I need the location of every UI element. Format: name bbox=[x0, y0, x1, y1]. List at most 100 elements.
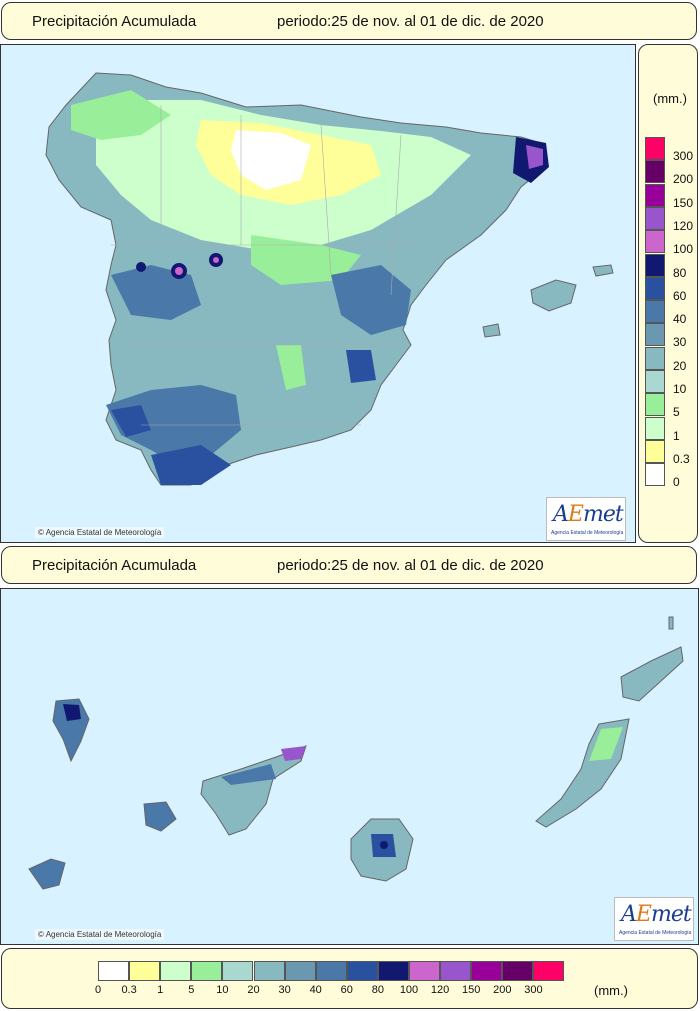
legend-label: 10 bbox=[673, 382, 687, 396]
legend-label: 0.3 bbox=[673, 451, 690, 466]
legend-label: 80 bbox=[371, 984, 385, 996]
mallorca-island bbox=[530, 279, 577, 312]
legend-label: 100 bbox=[673, 242, 694, 257]
lanzarote-island bbox=[620, 646, 684, 702]
legend-swatch bbox=[315, 961, 347, 981]
legend-label: 150 bbox=[673, 195, 694, 210]
legend-swatch bbox=[471, 961, 503, 981]
legend-label: 30 bbox=[278, 984, 291, 996]
legend-label: 40 bbox=[309, 984, 322, 996]
legend-swatch bbox=[98, 961, 129, 981]
legend-swatch bbox=[377, 961, 409, 981]
copyright-text: © Agencia Estatal de Meteorología bbox=[35, 929, 165, 940]
fuerteventura-green bbox=[589, 727, 623, 761]
gran-canaria-max bbox=[380, 841, 388, 849]
west-green bbox=[251, 235, 361, 285]
tenerife-island bbox=[200, 745, 307, 836]
legend-swatch bbox=[284, 961, 316, 981]
legend-label: 30 bbox=[673, 335, 687, 350]
northern-dry-core bbox=[231, 130, 311, 190]
legend-label: 200 bbox=[493, 984, 512, 996]
catalonia-extreme bbox=[526, 145, 543, 169]
legend-swatch bbox=[222, 961, 254, 981]
ibiza-island bbox=[482, 323, 501, 338]
legend-label: 0.3 bbox=[121, 984, 137, 996]
map-title: Precipitación Acumulada bbox=[32, 557, 197, 574]
legend-label: 80 bbox=[673, 265, 687, 280]
legend-swatch bbox=[645, 183, 665, 207]
legend-horizontal: 0 0.3 1 5 10 20 30 40 60 80 100 120 150 200 300 (mm.) bbox=[1, 948, 698, 1009]
legend-label: 1 bbox=[673, 428, 680, 443]
legend-swatch bbox=[645, 439, 665, 463]
el-hierro-island bbox=[28, 858, 66, 890]
legend-swatch bbox=[645, 323, 665, 347]
legend-label: 200 bbox=[673, 172, 694, 187]
peninsula-map-graphic bbox=[45, 72, 614, 486]
center-green bbox=[276, 345, 306, 390]
legend-swatch bbox=[645, 137, 665, 160]
legend-swatch bbox=[253, 961, 285, 981]
legend-swatch bbox=[645, 253, 665, 277]
legend-swatch bbox=[645, 230, 665, 254]
header-bar-peninsula: Precipitación Acumulada periodo:25 de no… bbox=[1, 2, 697, 40]
legend-label: 20 bbox=[673, 358, 687, 373]
legend-vertical: (mm.) 300 200 150 120 100 80 60 40 30 20 10 5 1 0.3 0 bbox=[638, 44, 698, 543]
legend-swatch bbox=[346, 961, 378, 981]
legend-swatch bbox=[160, 961, 192, 981]
north-coast-green bbox=[71, 90, 171, 140]
legend-swatch bbox=[191, 961, 223, 981]
legend-swatch bbox=[645, 206, 665, 230]
legend-label: 60 bbox=[673, 288, 687, 303]
legend-swatch bbox=[533, 961, 565, 981]
lanzarote-islet bbox=[668, 616, 674, 630]
legend-swatch bbox=[645, 370, 665, 393]
aemet-logo-subtitle: Agencia Estatal de Meteorología bbox=[619, 930, 692, 936]
southwest-very-heavy bbox=[111, 405, 151, 437]
tenerife-north-band bbox=[221, 764, 276, 785]
legend-label: 20 bbox=[247, 984, 260, 996]
province-borders bbox=[111, 105, 421, 426]
aemet-logo: AEmet Agencia Estatal de Meteorología bbox=[546, 497, 626, 541]
legend-label: 40 bbox=[673, 312, 687, 327]
legend-label: 300 bbox=[524, 984, 543, 996]
la-palma-core bbox=[63, 704, 81, 721]
legend-swatch bbox=[129, 961, 161, 981]
map-period: periodo:25 de nov. al 01 de dic. de 2020 bbox=[277, 13, 544, 30]
la-gomera-island bbox=[143, 801, 177, 832]
legend-swatch bbox=[502, 961, 534, 981]
header-bar-canarias: Precipitación Acumulada periodo:25 de no… bbox=[1, 546, 697, 584]
legend-label: 120 bbox=[430, 984, 450, 996]
map-peninsula-baleares[interactable]: © Agencia Estatal de Meteorología AEmet … bbox=[0, 44, 636, 543]
legend-swatch bbox=[645, 463, 665, 487]
map-canarias[interactable]: © Agencia Estatal de Meteorología AEmet … bbox=[0, 588, 699, 945]
local-max-west-3 bbox=[136, 262, 146, 272]
east-core bbox=[346, 350, 376, 383]
legend-label: 300 bbox=[673, 149, 694, 163]
menorca-island bbox=[592, 264, 614, 277]
legend-label: 60 bbox=[340, 984, 353, 996]
legend-unit: (mm.) bbox=[594, 983, 628, 998]
aemet-logo-subtitle: Agencia Estatal de Meteorología bbox=[551, 530, 624, 536]
map-title: Precipitación Acumulada bbox=[32, 13, 197, 30]
local-max-west-1-core bbox=[175, 267, 183, 275]
legend-swatch bbox=[645, 300, 665, 324]
legend-label: 0 bbox=[673, 475, 680, 490]
local-max-west-2-core bbox=[213, 257, 219, 263]
canarias-map-graphic bbox=[28, 616, 684, 890]
legend-swatch bbox=[440, 961, 472, 981]
aemet-logo-text: AEmet bbox=[621, 902, 692, 927]
legend-swatch bbox=[645, 393, 665, 417]
legend-label: 1 bbox=[157, 984, 164, 996]
legend-label: 5 bbox=[673, 405, 680, 420]
south-heavy-rain bbox=[151, 445, 231, 485]
legend-unit: (mm.) bbox=[653, 91, 687, 106]
legend-label: 150 bbox=[462, 984, 481, 996]
aemet-logo-text: AEmet bbox=[553, 502, 624, 527]
legend-swatch bbox=[645, 276, 665, 300]
legend-swatch bbox=[645, 416, 665, 440]
legend-swatch bbox=[409, 961, 440, 981]
aemet-logo: AEmet Agencia Estatal de Meteorología bbox=[614, 897, 694, 941]
tenerife-northeast-max bbox=[281, 746, 306, 761]
legend-label: 100 bbox=[399, 984, 419, 996]
copyright-text: © Agencia Estatal de Meteorología bbox=[35, 527, 165, 538]
